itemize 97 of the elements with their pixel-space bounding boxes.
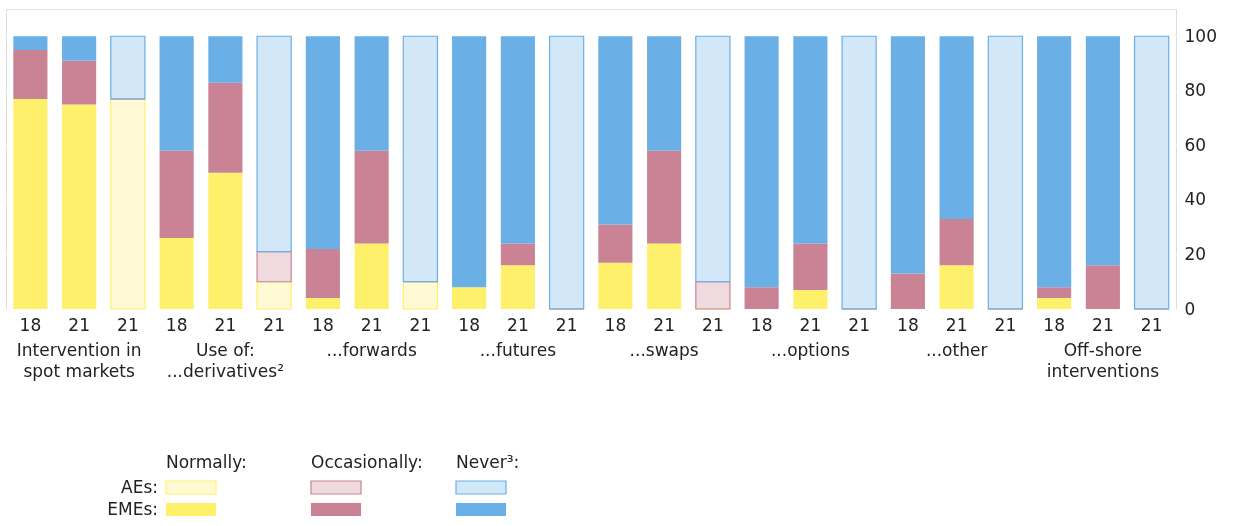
x-tick-label: 18 <box>165 314 188 335</box>
x-tick-label: 21 <box>68 314 90 335</box>
bar <box>598 262 633 309</box>
bar <box>987 35 1024 310</box>
x-tick-label: 21 <box>1092 314 1114 335</box>
x-tick-label: 18 <box>458 314 480 335</box>
x-tick-label: 18 <box>897 314 919 335</box>
bar <box>695 281 731 310</box>
bar <box>208 172 243 309</box>
text: ...options <box>770 340 850 360</box>
bar <box>647 243 682 309</box>
x-tick-label: 21 <box>117 314 139 335</box>
bar <box>452 36 487 288</box>
bar <box>354 36 389 151</box>
bar <box>647 150 682 244</box>
x-tick-label: 21 <box>799 314 822 335</box>
bar <box>1085 265 1120 309</box>
bar <box>548 35 585 310</box>
bar <box>256 251 292 283</box>
x-tick-label: 21 <box>994 314 1017 335</box>
x-tick-label: 18 <box>750 314 773 335</box>
bar <box>1133 35 1170 310</box>
bar <box>598 224 633 263</box>
bar <box>890 273 925 309</box>
bar <box>939 36 974 219</box>
x-tick-label: 21 <box>945 314 968 335</box>
bar <box>500 265 535 309</box>
y-tick-label: 0 <box>1184 298 1196 319</box>
x-tick-label: 18 <box>19 314 42 335</box>
text: Use of: ...derivatives² <box>166 340 284 381</box>
bar <box>793 289 828 309</box>
bar <box>841 35 877 310</box>
text: Occasionally: <box>311 452 423 472</box>
x-tick-label: 21 <box>555 314 578 335</box>
bar <box>305 249 340 299</box>
bar <box>208 36 243 83</box>
x-tick-label: 21 <box>1140 314 1163 335</box>
bar <box>62 36 97 61</box>
bar <box>13 99 48 309</box>
text: AEs: <box>121 477 158 497</box>
bar <box>793 36 828 244</box>
bar <box>744 287 779 309</box>
bar <box>1085 36 1120 266</box>
bar <box>500 36 535 244</box>
bar <box>890 36 925 274</box>
x-tick-label: 21 <box>702 314 724 335</box>
x-tick-label: 18 <box>604 314 627 335</box>
bar <box>305 36 340 249</box>
x-tick-label: 21 <box>848 314 870 335</box>
y-tick-label: 20 <box>1184 243 1207 264</box>
bar <box>354 243 389 309</box>
bar <box>1037 287 1072 299</box>
bar <box>744 36 779 288</box>
y-tick-label: 40 <box>1184 189 1207 210</box>
bar <box>452 287 487 309</box>
text: ...swaps <box>629 340 699 360</box>
bar <box>695 35 731 283</box>
y-tick-label: 60 <box>1184 134 1207 155</box>
bar <box>13 49 48 99</box>
bar <box>62 104 97 309</box>
text: ...other <box>925 340 988 360</box>
bar <box>793 243 828 290</box>
bar <box>402 35 439 283</box>
bar <box>62 60 97 105</box>
bar <box>500 243 535 266</box>
text: ...forwards <box>326 340 417 360</box>
x-tick-label: 21 <box>263 314 285 335</box>
x-tick-label: 21 <box>214 314 237 335</box>
bar <box>110 35 146 100</box>
bar <box>939 265 974 309</box>
x-tick-label: 18 <box>312 314 334 335</box>
bar <box>305 298 340 309</box>
x-tick-label: 21 <box>409 314 432 335</box>
text: Off-shore interventions <box>1046 340 1160 381</box>
bar <box>159 150 194 239</box>
x-tick-label: 21 <box>653 314 675 335</box>
bar <box>647 36 682 151</box>
bar <box>1037 36 1072 288</box>
text: EMEs: <box>107 499 158 519</box>
bar <box>354 150 389 244</box>
bar <box>1037 298 1072 309</box>
bar <box>159 238 194 309</box>
text: Normally: <box>166 452 247 472</box>
x-tick-label: 21 <box>360 314 383 335</box>
text: Intervention in spot markets <box>16 340 142 381</box>
text: Never³: <box>456 452 520 472</box>
bar <box>256 35 292 253</box>
bar <box>159 36 194 151</box>
bar <box>939 219 974 266</box>
bar <box>208 82 243 173</box>
text: ...futures <box>479 340 557 360</box>
y-tick-label: 80 <box>1184 80 1207 101</box>
bar <box>13 36 48 50</box>
bar <box>598 36 633 225</box>
x-tick-label: 18 <box>1043 314 1065 335</box>
y-tick-label: 100 <box>1184 25 1217 46</box>
x-tick-label: 21 <box>507 314 529 335</box>
